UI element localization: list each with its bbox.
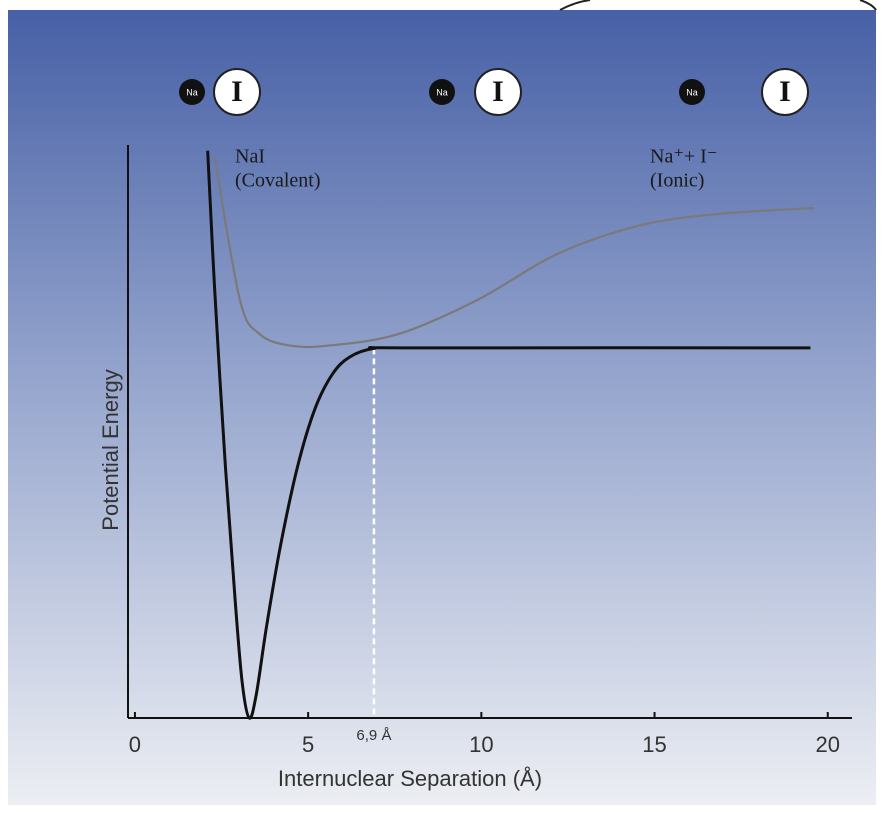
x-tick-label: 5 — [302, 732, 314, 757]
x-tick-label: 15 — [642, 732, 666, 757]
background — [8, 10, 876, 805]
atom-small — [679, 79, 705, 105]
atom-large-label: I — [492, 75, 504, 108]
atom-large — [474, 68, 522, 116]
annotation: NaI — [235, 146, 265, 168]
atom-small-label: Na — [686, 87, 698, 97]
marker-label: 6,9 Å — [356, 727, 391, 744]
curve — [213, 156, 814, 349]
atom-large-label: I — [779, 75, 791, 108]
atom-large-label: I — [231, 75, 243, 108]
atom-small — [429, 79, 455, 105]
brace-fragment — [559, 0, 877, 11]
atom-small-label: Na — [436, 87, 448, 97]
y-axis-label: Potential Energy — [98, 369, 123, 530]
atom-large — [761, 68, 809, 116]
atom-large — [213, 68, 261, 116]
annotation: (Covalent) — [235, 170, 321, 192]
x-axis-label: Internuclear Separation (Å) — [278, 766, 542, 791]
x-tick-label: 0 — [129, 732, 141, 757]
annotation: (Ionic) — [650, 170, 704, 192]
x-tick-label: 10 — [469, 732, 493, 757]
curve — [206, 150, 811, 720]
annotation: Na⁺+ I⁻ — [650, 146, 717, 168]
atom-small-label: Na — [186, 87, 198, 97]
x-tick-label: 20 — [816, 732, 840, 757]
atom-small — [179, 79, 205, 105]
